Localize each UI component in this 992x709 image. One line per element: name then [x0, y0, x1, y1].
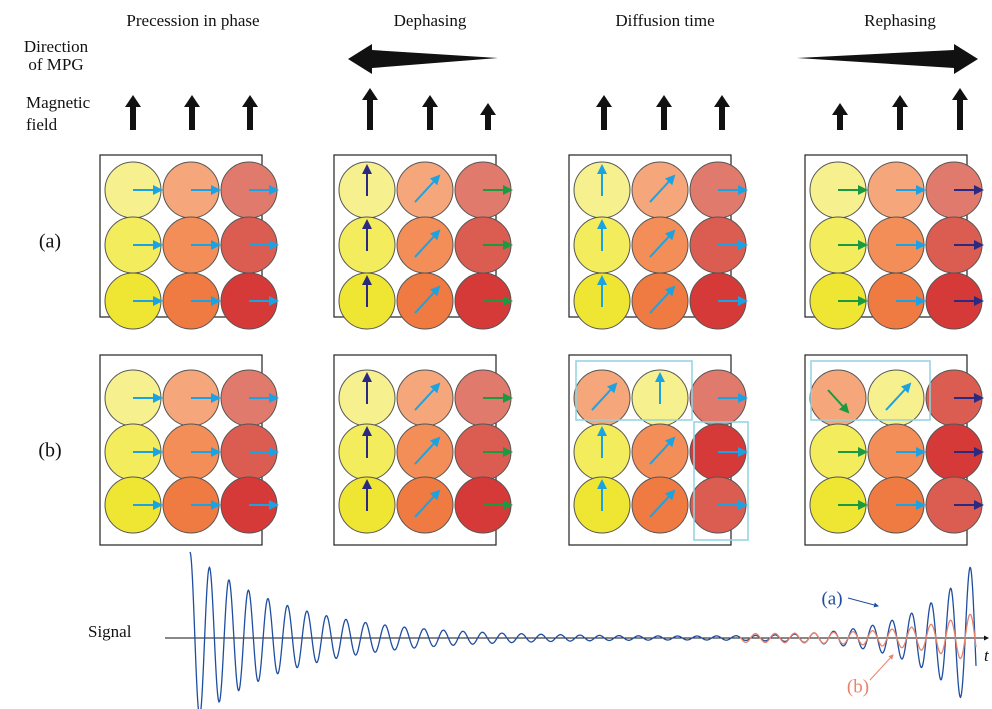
- field-arrow: [952, 88, 968, 130]
- field-arrow: [656, 95, 672, 130]
- row-label: field: [26, 115, 58, 134]
- label-pointer: [848, 598, 878, 606]
- spin-circle: [810, 370, 866, 426]
- field-arrow: [480, 103, 496, 130]
- row-label: of MPG: [28, 55, 83, 74]
- mpg-arrow: [797, 44, 978, 74]
- axis-label: t: [984, 646, 990, 665]
- column-title: Diffusion time: [615, 11, 714, 30]
- row-label: Direction: [24, 37, 89, 56]
- field-arrow: [242, 95, 258, 130]
- field-arrow: [125, 95, 141, 130]
- curve-label: (a): [821, 588, 842, 609]
- column-title: Precession in phase: [126, 11, 259, 30]
- figure: Precession in phase Dephasing Diffusion …: [0, 0, 992, 709]
- field-arrow: [596, 95, 612, 130]
- signal-label: Signal: [88, 622, 132, 641]
- column-title: Dephasing: [394, 11, 467, 30]
- field-arrow: [422, 95, 438, 130]
- label-pointer: [870, 655, 893, 680]
- row-label: (a): [39, 231, 61, 253]
- field-arrow: [714, 95, 730, 130]
- field-arrow: [362, 88, 378, 130]
- row-label: Magnetic: [26, 93, 91, 112]
- field-arrow: [892, 95, 908, 130]
- curve-label: (b): [847, 676, 869, 697]
- column-title: Rephasing: [864, 11, 936, 30]
- mpg-arrow: [348, 44, 498, 74]
- row-label: (b): [38, 440, 61, 462]
- field-arrow: [184, 95, 200, 130]
- field-arrow: [832, 103, 848, 130]
